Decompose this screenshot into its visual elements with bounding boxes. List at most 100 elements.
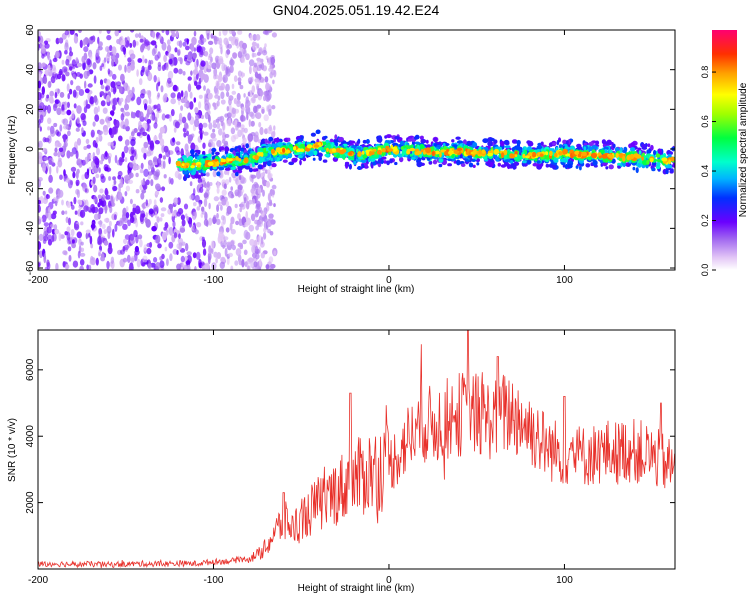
noise-speckle (204, 111, 210, 120)
noise-speckle (109, 205, 113, 214)
noise-speckle (251, 52, 255, 58)
noise-speckle (180, 98, 186, 104)
noise-speckle (147, 71, 152, 81)
noise-speckle (234, 189, 240, 197)
noise-speckle (155, 234, 161, 244)
noise-speckle (252, 252, 257, 259)
noise-speckle (106, 94, 111, 103)
noise-speckle (215, 257, 218, 264)
noise-speckle (75, 85, 81, 91)
noise-speckle (193, 97, 197, 103)
noise-speckle (224, 133, 230, 138)
noise-speckle (69, 30, 75, 35)
noise-speckle (142, 54, 145, 64)
signal-speckle (456, 140, 464, 144)
noise-speckle (56, 165, 59, 174)
signal-speckle (416, 158, 422, 163)
signal-speckle (224, 146, 230, 152)
noise-speckle (71, 204, 75, 210)
signal-speckle (610, 142, 614, 145)
noise-speckle (85, 103, 91, 109)
noise-speckle (272, 130, 276, 138)
signal-speckle (263, 147, 267, 152)
noise-speckle (135, 208, 141, 214)
noise-speckle (59, 91, 65, 98)
noise-speckle (193, 30, 197, 37)
noise-speckle (226, 257, 230, 265)
noise-speckle (250, 188, 255, 194)
noise-speckle (214, 88, 219, 96)
signal-speckle (608, 154, 614, 159)
noise-speckle (228, 103, 232, 113)
noise-speckle (154, 44, 158, 49)
noise-speckle (130, 138, 136, 147)
noise-speckle (54, 91, 58, 99)
signal-speckle (532, 162, 538, 167)
noise-speckle (171, 212, 175, 217)
signal-speckle (282, 147, 286, 153)
noise-speckle (218, 58, 224, 65)
noise-speckle (132, 39, 137, 48)
noise-speckle (83, 106, 88, 114)
signal-speckle (342, 143, 348, 147)
noise-speckle (256, 51, 261, 56)
noise-speckle (39, 114, 44, 124)
noise-speckle (61, 210, 65, 215)
noise-speckle (254, 245, 259, 253)
noise-speckle (249, 34, 254, 41)
signal-speckle (401, 150, 408, 155)
noise-speckle (221, 62, 226, 72)
signal-speckle (277, 141, 283, 147)
noise-speckle (62, 125, 69, 130)
noise-speckle (129, 233, 135, 241)
noise-speckle (118, 64, 122, 71)
noise-speckle (48, 187, 54, 194)
noise-speckle (59, 68, 63, 76)
noise-speckle (148, 208, 154, 215)
noise-speckle (141, 262, 146, 267)
noise-speckle (170, 30, 176, 34)
noise-speckle (129, 198, 133, 205)
noise-speckle (101, 63, 104, 68)
noise-speckle (203, 192, 209, 199)
noise-speckle (79, 265, 84, 270)
noise-speckle (256, 220, 262, 227)
noise-speckle (127, 179, 134, 184)
noise-speckle (125, 185, 131, 192)
noise-speckle (273, 125, 276, 131)
signal-speckle (556, 139, 560, 146)
noise-speckle (269, 71, 274, 79)
noise-speckle (159, 138, 165, 147)
noise-speckle (103, 218, 110, 223)
noise-speckle (90, 36, 94, 41)
signal-speckle (655, 153, 661, 158)
signal-speckle (493, 148, 500, 155)
noise-speckle (161, 41, 167, 51)
noise-speckle (133, 229, 138, 238)
noise-speckle (217, 201, 222, 207)
snr-y-tick-label: 4000 (25, 425, 36, 448)
noise-speckle (124, 39, 130, 48)
signal-speckle (372, 148, 377, 152)
signal-speckle (487, 152, 493, 157)
signal-speckle (218, 166, 225, 171)
noise-speckle (212, 120, 217, 126)
noise-speckle (115, 52, 120, 59)
noise-speckle (150, 40, 157, 46)
noise-speckle (159, 197, 164, 203)
signal-speckle (632, 166, 636, 171)
signal-speckle (403, 145, 407, 149)
noise-speckle (102, 107, 108, 114)
signal-speckle (471, 159, 477, 162)
noise-speckle (223, 37, 229, 45)
noise-speckle (209, 61, 212, 65)
signal-speckle (190, 165, 196, 169)
noise-speckle (55, 262, 59, 270)
noise-speckle (168, 203, 174, 210)
noise-speckle (162, 94, 167, 103)
noise-speckle (56, 131, 61, 137)
noise-speckle (198, 202, 202, 208)
noise-speckle (48, 160, 53, 166)
noise-speckle (126, 65, 132, 73)
signal-speckle (310, 132, 316, 137)
